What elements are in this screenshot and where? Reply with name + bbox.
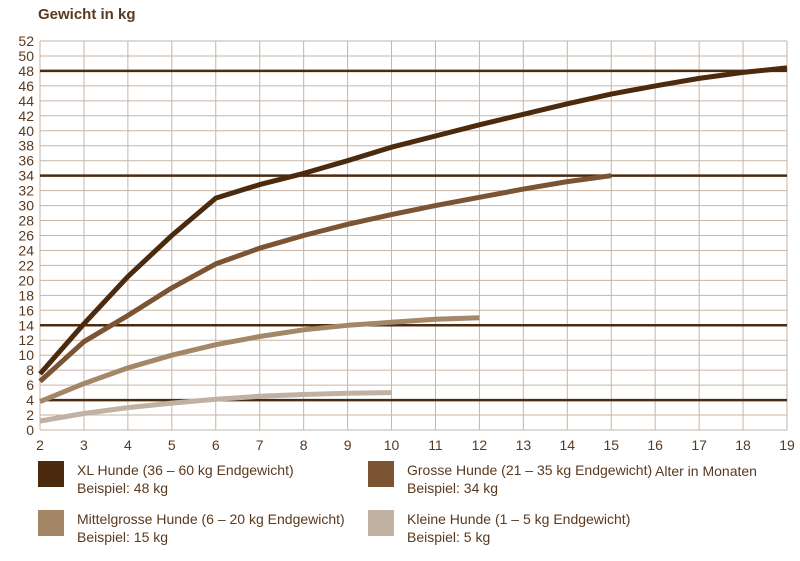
legend-example: Beispiel: 34 kg	[407, 480, 499, 496]
y-tick-label: 46	[18, 78, 34, 94]
x-tick-label: 7	[256, 437, 264, 453]
y-tick-label: 12	[18, 332, 34, 348]
y-tick-label: 44	[18, 93, 34, 109]
x-tick-label: 18	[735, 437, 751, 453]
x-tick-label: 6	[212, 437, 220, 453]
legend-item-1: Grosse Hunde (21 – 35 kg Endgewicht) Beis…	[368, 461, 790, 497]
y-tick-label: 6	[26, 377, 34, 393]
y-tick-label: 20	[18, 272, 34, 288]
x-tick-label: 3	[80, 437, 88, 453]
legend-swatch-0	[38, 461, 64, 487]
legend-label: Grosse Hunde (21 – 35 kg Endgewicht)	[407, 462, 653, 478]
series-line-0	[38, 65, 788, 376]
y-tick-label: 30	[18, 198, 34, 214]
y-tick-label: 4	[26, 392, 34, 408]
y-tick-label: 26	[18, 228, 34, 244]
x-tick-label: 16	[647, 437, 663, 453]
legend-swatch-2	[38, 510, 64, 536]
legend-swatch-1	[368, 461, 394, 487]
y-tick-label: 22	[18, 257, 34, 273]
x-tick-label: 13	[516, 437, 532, 453]
y-tick-label: 0	[26, 422, 34, 438]
x-tick-label: 9	[344, 437, 352, 453]
y-tick-label: 28	[18, 213, 34, 229]
legend-swatch-3	[368, 510, 394, 536]
legend-example: Beispiel: 15 kg	[77, 529, 169, 545]
x-tick-label: 4	[124, 437, 132, 453]
legend-example: Beispiel: 5 kg	[407, 529, 491, 545]
y-tick-label: 18	[18, 287, 34, 303]
y-tick-label: 52	[18, 33, 34, 49]
x-tick-label: 19	[779, 437, 795, 453]
y-tick-label: 32	[18, 183, 34, 199]
legend-item-2: Mittelgrosse Hunde (6 – 20 kg Endgewicht…	[38, 510, 368, 546]
x-tick-label: 5	[168, 437, 176, 453]
y-tick-label: 36	[18, 153, 34, 169]
y-tick-label: 2	[26, 407, 34, 423]
y-tick-label: 40	[18, 123, 34, 139]
x-tick-label: 15	[603, 437, 619, 453]
x-tick-label: 10	[384, 437, 400, 453]
series-line-1	[38, 173, 612, 384]
series-line-2	[39, 315, 480, 404]
series-line-3	[39, 390, 392, 424]
x-axis-title: Alter in Monaten	[655, 463, 757, 479]
x-tick-label: 17	[691, 437, 707, 453]
y-tick-label: 8	[26, 362, 34, 378]
y-axis-title: Gewicht in kg	[38, 6, 136, 23]
y-tick-label: 50	[18, 48, 34, 64]
y-tick-label: 16	[18, 302, 34, 318]
y-tick-label: 38	[18, 138, 34, 154]
y-tick-label: 42	[18, 108, 34, 124]
legend: XL Hunde (36 – 60 kg Endgewicht) Beispiel…	[38, 461, 790, 546]
legend-label: Mittelgrosse Hunde (6 – 20 kg Endgewicht…	[77, 511, 345, 527]
y-tick-label: 48	[18, 63, 34, 79]
y-tick-label: 14	[18, 317, 34, 333]
legend-item-0: XL Hunde (36 – 60 kg Endgewicht) Beispiel…	[38, 461, 368, 497]
y-tick-label: 24	[18, 242, 34, 258]
x-tick-label: 14	[560, 437, 576, 453]
legend-label: Kleine Hunde (1 – 5 kg Endgewicht)	[407, 511, 631, 527]
x-tick-label: 2	[36, 437, 44, 453]
x-tick-label: 12	[472, 437, 488, 453]
x-tick-label: 11	[428, 437, 443, 453]
y-tick-label: 10	[18, 347, 34, 363]
y-tick-label: 34	[18, 168, 34, 184]
legend-label: XL Hunde (36 – 60 kg Endgewicht)	[77, 462, 294, 478]
x-tick-label: 8	[300, 437, 308, 453]
dog-growth-line-chart: 0246810121416182022242628303234363840424…	[18, 33, 795, 453]
legend-example: Beispiel: 48 kg	[77, 480, 169, 496]
legend-item-3: Kleine Hunde (1 – 5 kg Endgewicht) Beispi…	[368, 510, 790, 546]
